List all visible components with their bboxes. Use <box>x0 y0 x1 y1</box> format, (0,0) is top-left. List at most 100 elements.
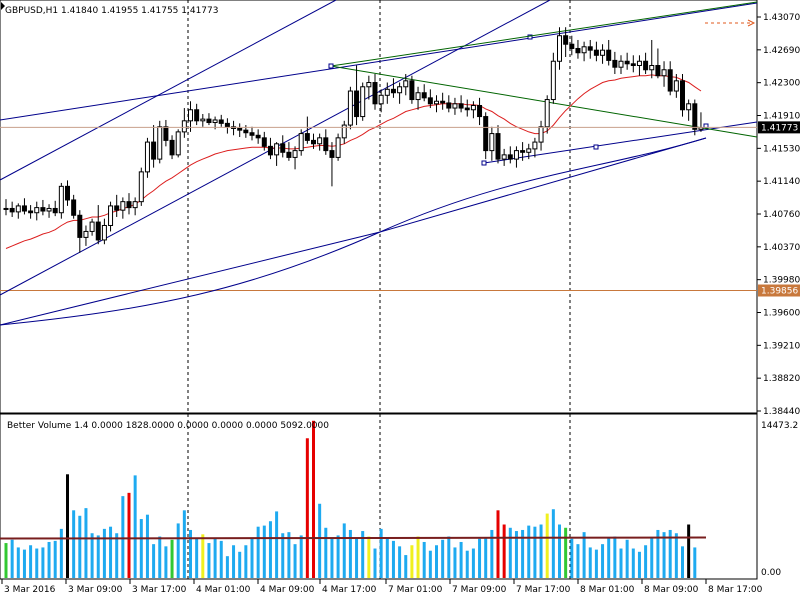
triangle-icon <box>1 2 5 10</box>
trend-line-up[interactable] <box>330 1 758 67</box>
volume-bar <box>435 545 438 578</box>
candle-body <box>9 207 15 213</box>
volume-bar <box>416 536 420 578</box>
candle-body <box>71 199 77 216</box>
candle-body <box>34 207 40 214</box>
volume-bar <box>558 524 561 578</box>
price-tick-label: 1.39600 <box>763 309 800 319</box>
anchor-point[interactable] <box>481 160 487 166</box>
candle-body <box>643 60 649 71</box>
volume-bar <box>201 534 205 578</box>
channel-line[interactable] <box>0 0 337 181</box>
candle-body <box>612 59 618 68</box>
candle-body <box>101 224 107 241</box>
price-tick-label: 1.39210 <box>763 341 800 351</box>
candle-body <box>483 116 489 152</box>
candle-body <box>501 154 507 160</box>
volume-pane[interactable]: Better Volume 1.4 0.0000 1828.0000 0.000… <box>0 413 758 580</box>
candle-body <box>138 171 144 203</box>
volume-bar <box>53 540 57 578</box>
candle-body <box>563 35 569 45</box>
blue-channel-lines[interactable] <box>0 0 758 326</box>
candle-body <box>581 46 587 54</box>
price-tick-label: 1.38820 <box>763 374 800 384</box>
volume-bar <box>545 513 549 578</box>
volume-bar <box>570 538 574 578</box>
volume-bar <box>625 539 629 578</box>
trend-line-down[interactable] <box>330 65 758 138</box>
candle-body <box>403 80 409 88</box>
candle-body <box>421 92 427 99</box>
volume-average-path <box>0 536 707 540</box>
time-tick-label: 3 Mar 17:00 <box>132 585 187 595</box>
candle-body <box>600 49 606 56</box>
price-tick-label: 1.41910 <box>763 112 800 122</box>
time-tick-label: 3 Mar 09:00 <box>68 585 123 595</box>
candle-body <box>169 139 175 156</box>
volume-bar <box>607 537 611 578</box>
volume-bar <box>262 525 266 578</box>
candle-body <box>311 139 316 145</box>
channel-line[interactable] <box>379 137 707 233</box>
price-pane[interactable]: GBPUSD,H1 1.41840 1.41955 1.41755 1.4177… <box>0 0 758 414</box>
volume-bar <box>256 526 260 578</box>
volume-bar <box>170 539 174 578</box>
volume-bar <box>176 523 180 578</box>
volume-bar <box>213 538 217 578</box>
volume-bar <box>10 539 14 578</box>
volume-bar <box>355 538 359 578</box>
volume-bar <box>447 536 451 578</box>
volume-bar <box>576 544 580 578</box>
volume-bar <box>539 524 543 578</box>
volume-bar <box>342 523 346 578</box>
candle-body <box>618 60 624 68</box>
volume-average-line <box>0 536 707 540</box>
volume-bar <box>410 545 414 578</box>
candle-body <box>557 35 562 62</box>
volume-bar <box>182 510 186 578</box>
volume-bar <box>582 532 586 578</box>
candle-body <box>477 105 483 118</box>
green-trend-lines[interactable] <box>328 1 758 138</box>
channel-line[interactable] <box>0 2 758 121</box>
time-tick-label: 8 Mar 09:00 <box>644 585 699 595</box>
volume-bar <box>656 529 660 578</box>
volume-bar <box>22 549 26 578</box>
candle-body <box>163 126 169 141</box>
candle-body <box>194 109 200 122</box>
volume-bar <box>336 535 340 578</box>
candle-body <box>655 65 661 77</box>
candle-body <box>261 137 267 147</box>
volume-bar <box>305 438 309 578</box>
time-axis: 3 Mar 2016 3 Mar 09:00 3 Mar 17:00 4 Mar 01… <box>1 579 763 595</box>
candle-body <box>384 88 390 96</box>
candle-body <box>224 122 230 128</box>
volume-bar <box>78 515 82 578</box>
candle-body <box>507 154 513 160</box>
anchor-point[interactable] <box>328 63 334 69</box>
candle-body <box>569 43 575 49</box>
candle-body <box>329 150 335 158</box>
volume-bar <box>471 548 475 578</box>
channel-line[interactable] <box>483 121 758 164</box>
volume-bar <box>312 420 315 578</box>
volume-bar <box>268 521 272 578</box>
candle-body <box>200 118 206 122</box>
candle-body <box>40 207 46 212</box>
anchor-point[interactable] <box>527 34 533 40</box>
candle-body <box>206 118 212 124</box>
volume-bar <box>293 544 297 578</box>
candle-body <box>280 143 286 153</box>
volume-bar <box>441 539 445 578</box>
volume-bar <box>521 529 525 578</box>
anchor-point[interactable] <box>593 144 599 150</box>
menu-arrow-icon[interactable] <box>1 2 5 10</box>
volume-bar <box>594 549 598 578</box>
volume-bar <box>145 514 149 578</box>
candle-body <box>440 100 446 104</box>
candle-body <box>661 69 667 77</box>
channel-line[interactable] <box>0 231 381 326</box>
session-separators <box>187 0 571 413</box>
volume-bar <box>453 547 457 578</box>
